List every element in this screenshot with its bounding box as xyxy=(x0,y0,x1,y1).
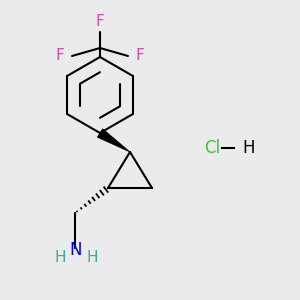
Text: F: F xyxy=(56,49,64,64)
Polygon shape xyxy=(97,129,130,152)
Text: F: F xyxy=(136,49,144,64)
Text: F: F xyxy=(96,14,104,29)
Text: H: H xyxy=(242,139,254,157)
Text: H: H xyxy=(54,250,66,266)
Text: N: N xyxy=(70,241,82,259)
Text: H: H xyxy=(86,250,98,266)
Text: Cl: Cl xyxy=(204,139,220,157)
